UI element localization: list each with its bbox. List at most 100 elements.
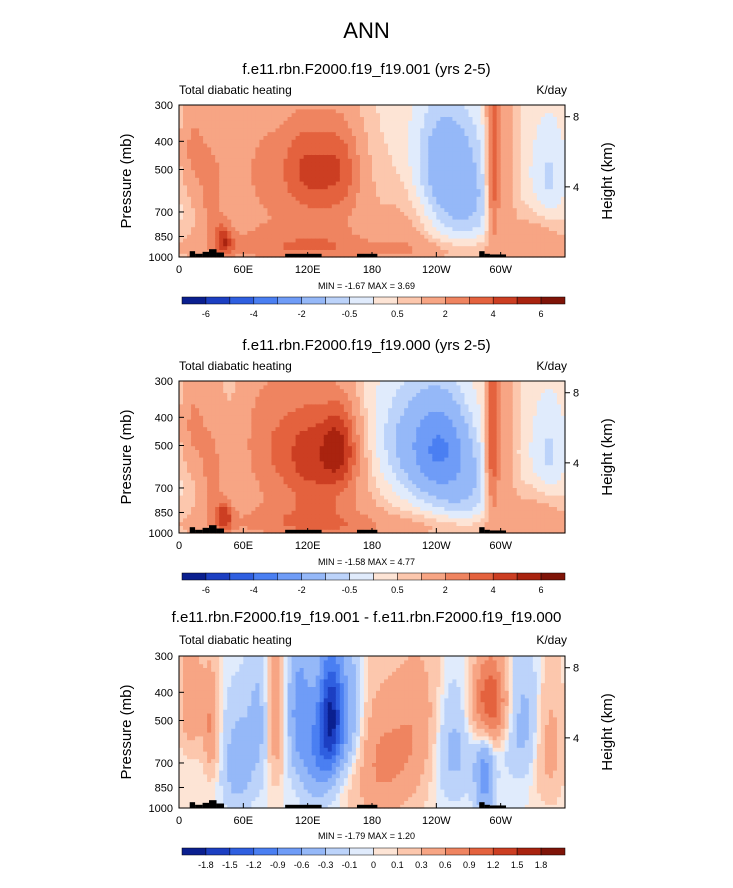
heatmap-cell <box>271 253 277 258</box>
heatmap-cell <box>219 135 224 140</box>
heatmap-cell <box>179 529 184 534</box>
heatmap-cell <box>251 411 256 416</box>
heatmap-cell <box>532 139 538 144</box>
heatmap-cell <box>191 434 196 439</box>
heatmap-cell <box>448 135 454 140</box>
heatmap-cell <box>536 196 542 201</box>
heatmap-cell <box>396 253 401 258</box>
heatmap-cell <box>416 154 421 159</box>
heatmap-cell <box>239 238 244 243</box>
heatmap-cell <box>255 426 261 431</box>
heatmap-cell <box>247 400 252 405</box>
heatmap-cell <box>183 241 188 247</box>
heatmap-cell <box>396 188 401 193</box>
heatmap-cell <box>452 222 458 228</box>
heatmap-cell <box>255 419 261 424</box>
heatmap-cell <box>472 165 478 171</box>
heatmap-cell <box>548 112 554 117</box>
heatmap-cell <box>243 438 248 443</box>
heatmap-cell <box>263 207 269 212</box>
heatmap-cell <box>359 158 365 163</box>
heatmap-cell <box>424 105 429 110</box>
heatmap-cell <box>311 245 317 250</box>
heatmap-cell <box>219 396 224 401</box>
heatmap-cell <box>404 143 409 148</box>
heatmap-cell <box>183 249 188 254</box>
heatmap-cell <box>492 196 498 201</box>
heatmap-cell <box>279 135 285 140</box>
heatmap-cell <box>191 521 196 526</box>
heatmap-cell <box>335 112 341 117</box>
heatmap-cell <box>460 173 466 178</box>
heatmap-cell <box>556 112 562 117</box>
heatmap-cell <box>520 116 526 121</box>
heatmap-cell <box>179 196 184 201</box>
heatmap-cell <box>512 120 518 125</box>
heatmap-cell <box>211 468 216 473</box>
heatmap-cell <box>363 222 369 228</box>
heatmap-cell <box>231 400 236 405</box>
heatmap-cell <box>436 245 441 250</box>
heatmap-cell <box>275 487 281 492</box>
heatmap-cell <box>520 139 526 144</box>
heatmap-cell <box>327 131 333 136</box>
heatmap-cell <box>319 154 325 159</box>
heatmap-cell <box>544 219 550 224</box>
y-right-axis-title: Height (km) <box>599 142 616 220</box>
panel-1-variable-label: Total diabatic heating <box>179 83 292 97</box>
heatmap-cell <box>335 146 341 152</box>
heatmap-cell <box>476 249 482 254</box>
heatmap-cell <box>311 203 317 209</box>
heatmap-cell <box>464 222 470 228</box>
heatmap-cell <box>480 245 486 250</box>
heatmap-cell <box>231 407 236 412</box>
heatmap-cell <box>203 219 208 224</box>
heatmap-cell <box>496 105 502 110</box>
heatmap-cell <box>243 472 248 477</box>
heatmap-cell <box>271 514 277 519</box>
heatmap-cell <box>227 430 232 435</box>
heatmap-cell <box>524 192 530 197</box>
heatmap-cell <box>191 479 196 485</box>
heatmap-cell <box>267 211 273 216</box>
heatmap-cell <box>468 105 474 110</box>
heatmap-cell <box>195 124 200 129</box>
heatmap-cell <box>271 468 277 473</box>
heatmap-cell <box>263 124 269 129</box>
heatmap-cell <box>376 165 381 171</box>
heatmap-cell <box>311 207 317 212</box>
heatmap-cell <box>259 222 265 228</box>
heatmap-cell <box>219 105 224 110</box>
heatmap-cell <box>223 407 228 412</box>
heatmap-cell <box>235 521 240 526</box>
heatmap-cell <box>472 249 478 254</box>
heatmap-cell <box>392 116 397 121</box>
heatmap-cell <box>315 200 321 205</box>
heatmap-cell <box>215 453 220 458</box>
heatmap-cell <box>488 177 494 182</box>
heatmap-cell <box>556 146 562 152</box>
heatmap-cell <box>207 124 212 129</box>
heatmap-cell <box>400 135 405 140</box>
heatmap-cell <box>199 188 204 193</box>
heatmap-cell <box>351 116 357 121</box>
heatmap-cell <box>560 215 566 220</box>
heatmap-cell <box>452 230 458 235</box>
heatmap-cell <box>219 230 224 235</box>
heatmap-cell <box>540 230 546 235</box>
heatmap-cell <box>388 158 393 163</box>
heatmap-cell <box>267 419 273 424</box>
heatmap-cell <box>400 150 405 155</box>
heatmap-cell <box>476 112 482 117</box>
heatmap-cell <box>231 127 236 133</box>
heatmap-cell <box>560 241 566 247</box>
heatmap-cell <box>207 495 212 500</box>
heatmap-cell <box>227 426 232 431</box>
heatmap-cell <box>420 120 425 125</box>
heatmap-cell <box>416 173 421 178</box>
heatmap-cell <box>203 449 208 454</box>
heatmap-cell <box>496 222 502 228</box>
heatmap-cell <box>560 146 566 152</box>
heatmap-cell <box>464 120 470 125</box>
heatmap-cell <box>372 162 377 167</box>
